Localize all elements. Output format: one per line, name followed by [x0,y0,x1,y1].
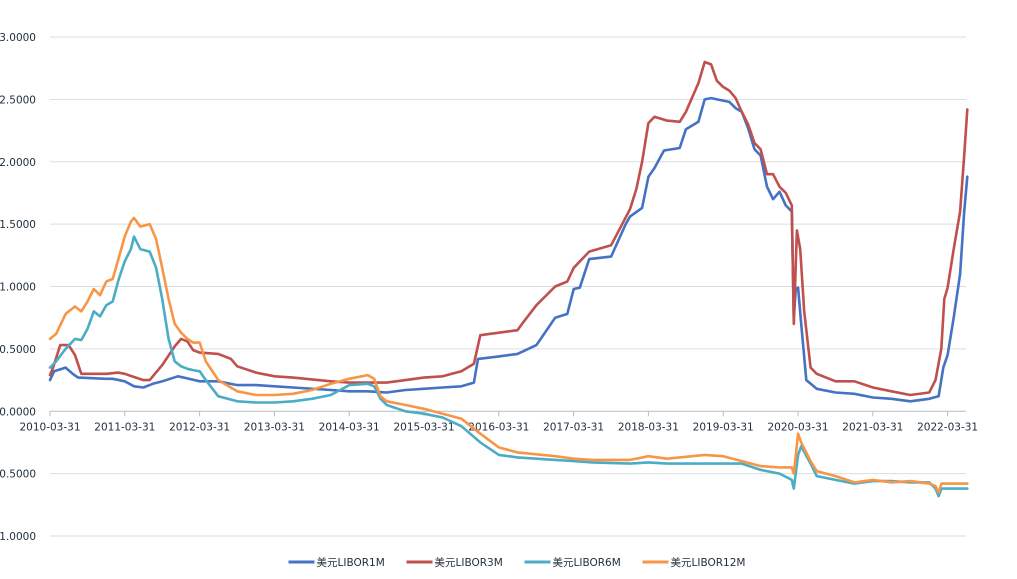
x-tick-label: 2010-03-31 [19,421,80,433]
legend-label: 美元LIBOR3M [435,556,503,569]
y-tick-label: 2.0000 [0,157,36,169]
legend-label: 美元LIBOR12M [671,556,746,569]
series-line-4 [48,216,969,494]
y-tick-label: 1.5000 [0,219,36,231]
series-line-3 [48,235,969,498]
y-tick-label: -0.5000 [0,469,36,481]
x-tick-label: 2012-03-31 [169,421,230,433]
y-axis: -1.0000 -0.5000 0.0000 0.5000 1.0000 1.5000 2.… [0,32,36,543]
y-tick-label: 1.0000 [0,282,36,294]
y-tick-label: 3.0000 [0,32,36,44]
x-tick-label: 2011-03-31 [94,421,155,433]
x-axis: 2010-03-31 2011-03-31 2012-03-31 2013-03-31… [19,410,978,433]
x-tick-label: 2016-03-31 [468,421,529,433]
x-tick-label: 2015-03-31 [393,421,454,433]
y-tick-label: 0.0000 [0,406,36,418]
legend-label: 美元LIBOR1M [317,556,385,569]
x-tick-label: 2014-03-31 [319,421,380,433]
series-line-1 [48,96,969,403]
legend: 美元LIBOR1M 美元LIBOR3M 美元LIBOR6M 美元LIBOR12M [288,556,746,569]
series-lines [48,60,969,498]
gridlines [50,36,966,537]
x-tick-label: 2013-03-31 [244,421,305,433]
y-tick-label: -1.0000 [0,531,36,543]
x-tick-label: 2020-03-31 [767,421,828,433]
x-tick-label: 2022-03-31 [917,421,978,433]
y-tick-label: 0.5000 [0,344,36,356]
y-tick-label: 2.5000 [0,94,36,106]
x-tick-label: 2019-03-31 [693,421,754,433]
x-tick-label: 2021-03-31 [842,421,903,433]
series-line-2 [48,60,969,397]
x-tick-label: 2018-03-31 [618,421,679,433]
legend-label: 美元LIBOR6M [553,556,621,569]
x-tick-label: 2017-03-31 [543,421,604,433]
